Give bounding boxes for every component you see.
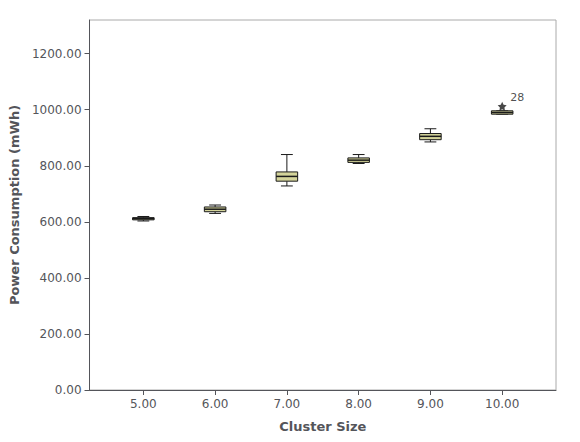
svg-text:10.00: 10.00 xyxy=(485,397,519,411)
svg-text:1200.00: 1200.00 xyxy=(32,47,82,61)
svg-text:1000.00: 1000.00 xyxy=(32,103,82,117)
svg-text:6.00: 6.00 xyxy=(202,397,229,411)
svg-text:7.00: 7.00 xyxy=(274,397,301,411)
svg-text:800.00: 800.00 xyxy=(40,159,82,173)
svg-text:Power Consumption (mWh): Power Consumption (mWh) xyxy=(7,105,22,305)
svg-text:600.00: 600.00 xyxy=(40,215,82,229)
svg-text:200.00: 200.00 xyxy=(40,327,82,341)
svg-text:8.00: 8.00 xyxy=(345,397,372,411)
svg-text:9.00: 9.00 xyxy=(417,397,444,411)
svg-text:400.00: 400.00 xyxy=(40,271,82,285)
svg-text:28: 28 xyxy=(510,91,524,104)
svg-text:0.00: 0.00 xyxy=(55,383,82,397)
svg-text:5.00: 5.00 xyxy=(130,397,157,411)
svg-text:Cluster Size: Cluster Size xyxy=(279,419,366,434)
